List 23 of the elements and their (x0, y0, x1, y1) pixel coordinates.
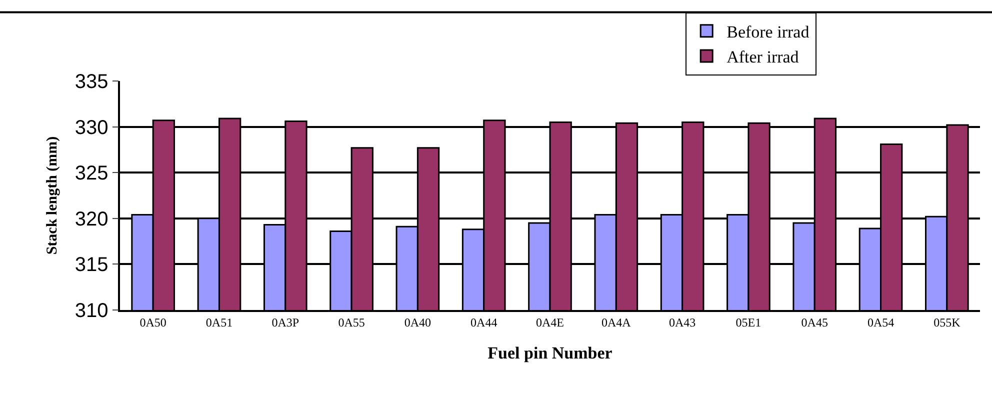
x-tick-label: 0A55 (338, 315, 365, 330)
x-tick-label: 055K (934, 315, 961, 330)
legend-label: After irrad (726, 48, 800, 67)
x-tick-label: 0A50 (140, 315, 166, 330)
x-tick-label: 0A54 (867, 315, 894, 330)
x-tick-label: 0A44 (470, 315, 498, 330)
x-tick-label: 0A40 (404, 315, 432, 330)
legend-label: Before irrad (726, 22, 810, 42)
x-axis-title: Fuel pin Number (488, 343, 613, 362)
x-tick-label: 05E1 (736, 315, 762, 330)
y-tick-label: 330 (74, 116, 108, 139)
x-tick-label: 0A4E (536, 315, 564, 330)
x-tick-label: 0A4A (601, 315, 632, 330)
y-axis-title: Stack length (mm) (44, 136, 61, 255)
y-tick-label: 310 (74, 300, 108, 322)
y-tick-label: 315 (74, 254, 108, 276)
y-tick-label: 335 (74, 71, 108, 93)
y-tick-label: 320 (74, 208, 108, 230)
x-tick-label: 0A3P (272, 315, 300, 330)
x-tick-label: 0A51 (206, 315, 233, 330)
x-tick-label: 0A45 (801, 315, 828, 330)
y-tick-label: 325 (74, 162, 108, 185)
x-tick-label: 0A43 (668, 315, 696, 330)
